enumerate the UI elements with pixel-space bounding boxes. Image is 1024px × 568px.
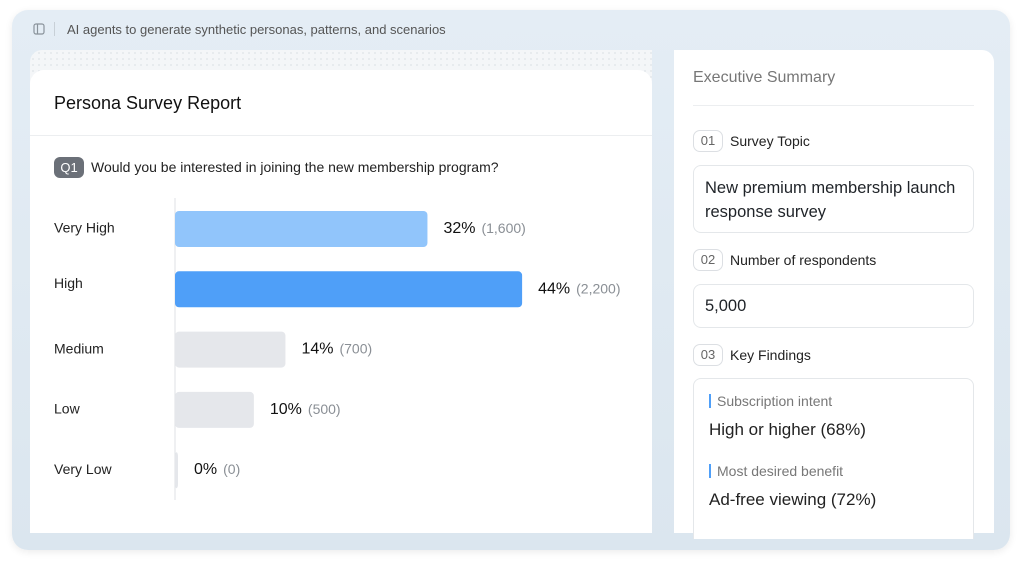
item-number: 03 <box>693 344 723 366</box>
item-box <box>693 284 974 328</box>
percent-label: 0% <box>194 461 217 478</box>
question-number: Q1 <box>54 157 84 178</box>
item-box <box>693 165 974 233</box>
item-value: 5,000 <box>705 297 747 315</box>
sidebar-icon[interactable] <box>33 23 45 35</box>
count-label: (700) <box>339 340 372 356</box>
bar <box>175 211 428 247</box>
question: Would you be interested in joining the n… <box>91 159 499 175</box>
bar <box>175 452 178 489</box>
item-label: Survey Topic <box>730 133 810 149</box>
category-label: Medium <box>54 340 104 356</box>
finding-value: High or higher (68%) <box>709 420 866 439</box>
bar <box>175 331 286 368</box>
percent-label: 32% <box>443 220 475 237</box>
divider <box>30 135 652 136</box>
category-label: Very High <box>54 220 115 236</box>
count-label: (500) <box>308 401 341 417</box>
percent-label: 14% <box>301 341 333 358</box>
separator <box>54 22 55 36</box>
percent-label: 44% <box>538 281 570 298</box>
bar <box>175 391 254 428</box>
bar <box>175 271 523 308</box>
finding-value: Ad-free viewing (72%) <box>709 490 877 509</box>
category-label: High <box>54 275 83 291</box>
value-label: 44% (2,200) <box>538 280 620 298</box>
item-label: Key Findings <box>730 347 811 363</box>
category-label: Very Low <box>54 461 112 477</box>
finding-label: Subscription intent <box>709 394 832 408</box>
divider <box>693 105 974 106</box>
findings-box <box>693 378 974 539</box>
value-label: 32% (1,600) <box>443 220 525 238</box>
item-number: 01 <box>693 130 723 152</box>
report-title: Persona Survey Report <box>54 93 242 113</box>
summary-title: Executive Summary <box>693 69 836 86</box>
value-label: 0% (0) <box>194 461 240 479</box>
topbar-title: AI agents to generate synthetic personas… <box>67 22 446 37</box>
item-label: Number of respondents <box>730 252 877 268</box>
count-label: (0) <box>223 461 240 477</box>
value-label: 10% (500) <box>270 401 341 419</box>
chart: Very High 32% (1,600) High 44% (2,200) Medium 1… <box>54 198 621 500</box>
finding-label: Most desired benefit <box>709 464 843 478</box>
count-label: (2,200) <box>576 280 620 296</box>
percent-label: 10% <box>270 401 302 418</box>
count-label: (1,600) <box>481 220 525 236</box>
category-label: Low <box>54 401 81 417</box>
value-label: 14% (700) <box>301 340 372 358</box>
item-number: 02 <box>693 249 723 271</box>
item-value: New premium membership launch response s… <box>705 179 956 221</box>
